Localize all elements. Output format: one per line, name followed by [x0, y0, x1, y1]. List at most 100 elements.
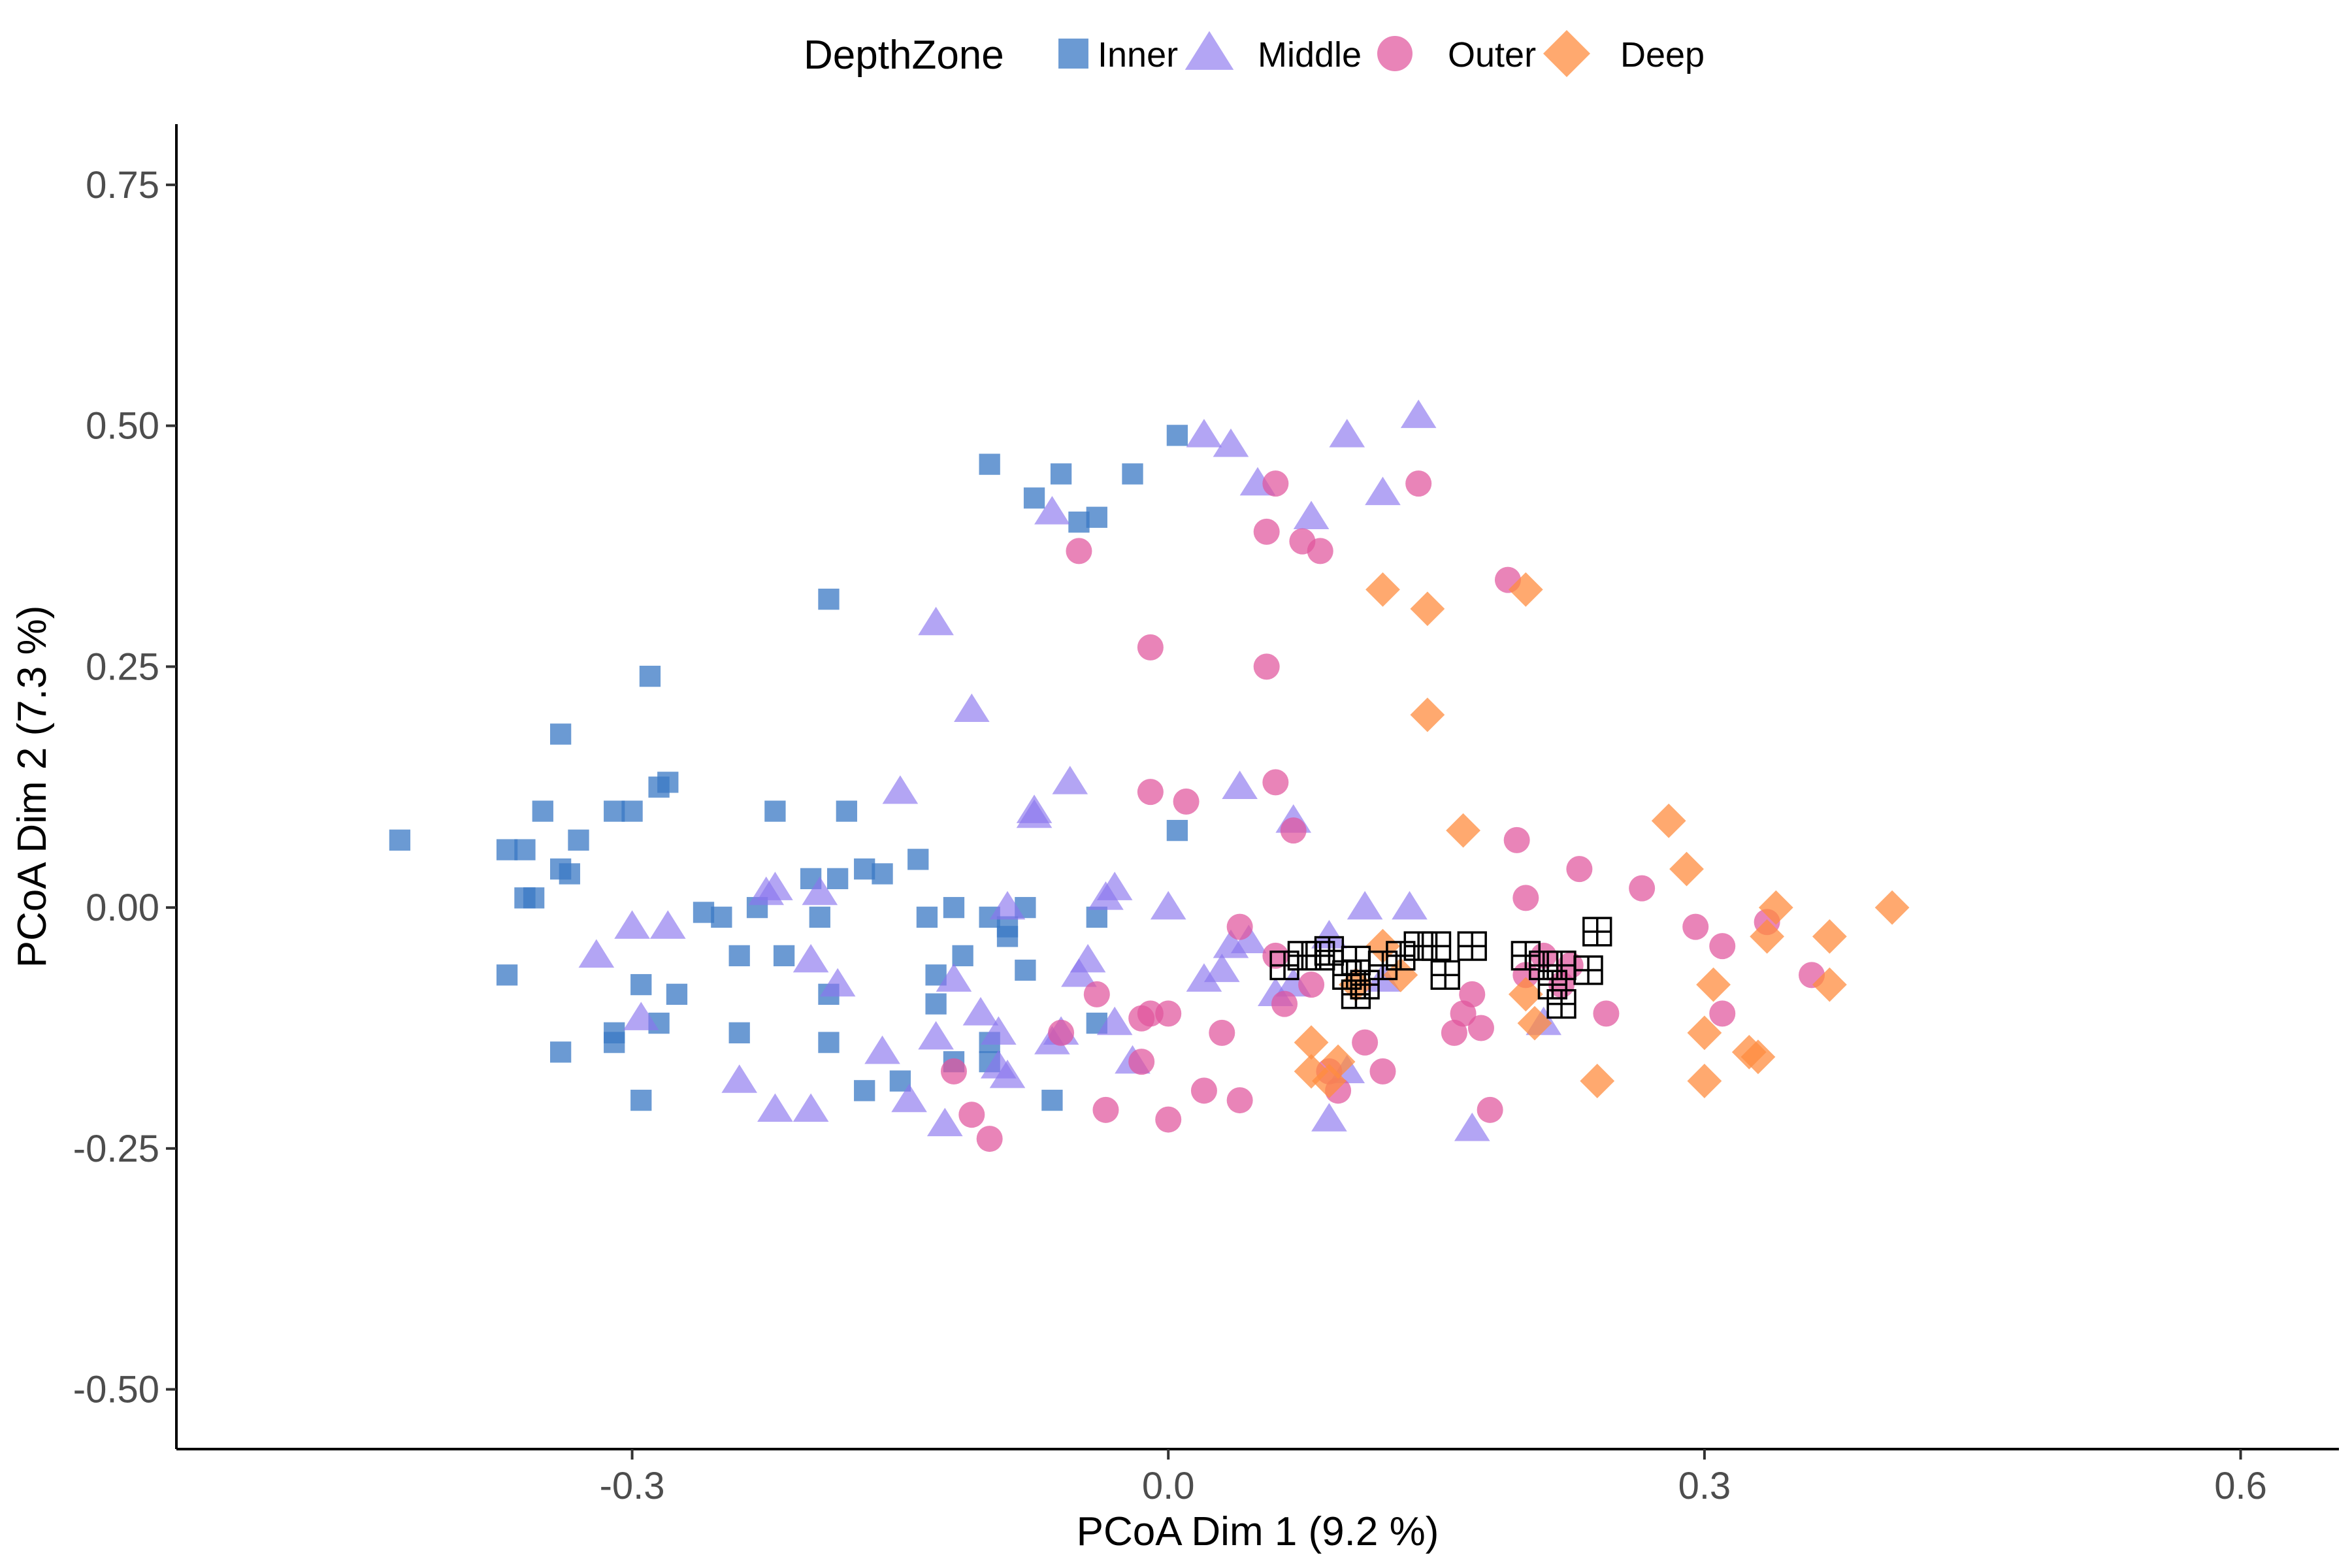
point-inner: [1166, 425, 1188, 446]
point-inner: [764, 800, 786, 822]
point-outer: [1262, 769, 1289, 796]
point-deep: [1294, 1025, 1329, 1060]
point-outer: [1173, 788, 1200, 815]
point-middle: [614, 910, 650, 939]
point-middle: [721, 1064, 758, 1093]
point-inner: [630, 973, 652, 996]
point-inner: [514, 839, 536, 860]
point-middle: [578, 939, 615, 968]
point-inner: [1050, 463, 1072, 485]
point-outer: [1271, 990, 1298, 1017]
point-deep: [1446, 813, 1480, 848]
point-middle: [918, 606, 954, 636]
point-outer: [1253, 518, 1280, 545]
point-middle: [1365, 476, 1401, 506]
point-middle: [819, 968, 856, 997]
point-outer: [1137, 634, 1164, 661]
point-inner: [604, 1032, 625, 1053]
point-outer: [1352, 1029, 1379, 1056]
point-outer: [1066, 538, 1092, 564]
point-outer: [1262, 470, 1289, 497]
ticks: -0.3 0.0 0.3 0.6 0.75 0.50 0.25 0.00 -0.25 -0.50: [73, 164, 2267, 1507]
point-outer: [1253, 653, 1280, 680]
point-deep: [1365, 928, 1400, 964]
point-middle: [792, 1093, 829, 1122]
point-inner: [773, 945, 795, 966]
point-middle: [1400, 399, 1437, 429]
boxed-cross-point: [1537, 970, 1568, 1000]
point-middle: [1329, 419, 1365, 448]
point-outer: [1137, 1000, 1164, 1027]
point-outer: [940, 1058, 967, 1085]
point-inner: [1068, 511, 1090, 533]
point-inner: [854, 858, 875, 880]
point-inner: [854, 1080, 875, 1102]
point-inner: [996, 926, 1019, 947]
point-inner: [916, 906, 938, 928]
point-middle: [891, 1083, 927, 1113]
point-deep: [1383, 957, 1418, 992]
data-points: [389, 399, 1910, 1152]
point-outer: [1307, 538, 1333, 564]
point-deep: [1508, 977, 1543, 1012]
point-deep: [1669, 851, 1704, 887]
point-middle: [1150, 890, 1186, 920]
point-outer: [1405, 470, 1432, 497]
point-inner: [389, 829, 411, 851]
point-deep: [1874, 890, 1910, 925]
boxed-cross-point: [1573, 955, 1603, 985]
point-middle: [1454, 1113, 1490, 1141]
point-inner: [818, 1032, 840, 1053]
point-inner: [568, 829, 589, 851]
boxed-cross-point: [1350, 970, 1380, 1000]
point-outer: [1477, 1096, 1503, 1123]
point-inner: [818, 588, 840, 610]
point-outer: [1629, 875, 1656, 902]
legend: DepthZone Inner Middle Outer Deep: [804, 30, 1705, 78]
legend-label-inner: Inner: [1098, 35, 1178, 74]
point-middle: [864, 1036, 900, 1064]
y-tick-label: 0.25: [86, 645, 159, 688]
boxed-cross-point: [1421, 931, 1452, 961]
point-outer: [1092, 1096, 1119, 1123]
point-outer: [976, 1126, 1003, 1152]
point-outer: [1280, 817, 1307, 844]
point-outer: [1155, 1000, 1182, 1027]
point-inner: [1023, 487, 1045, 509]
point-inner: [826, 868, 849, 890]
point-deep: [1508, 572, 1543, 607]
point-outer: [1512, 885, 1539, 911]
point-outer: [1709, 1000, 1736, 1027]
point-deep: [1410, 591, 1445, 627]
point-outer: [1226, 1087, 1253, 1114]
point-inner: [907, 849, 929, 870]
point-inner: [657, 772, 679, 793]
point-outer: [1048, 1019, 1075, 1046]
point-outer: [1369, 1058, 1396, 1085]
point-inner: [1122, 463, 1143, 485]
point-deep: [1517, 1005, 1552, 1041]
boxed-cross-point: [1386, 941, 1416, 971]
point-inner: [559, 863, 580, 885]
point-inner: [496, 839, 518, 860]
point-inner: [943, 896, 965, 919]
boxed-cross-point: [1546, 988, 1576, 1019]
point-middle: [1070, 943, 1106, 973]
point-inner: [549, 1041, 572, 1063]
point-deep: [1365, 572, 1400, 607]
point-inner: [496, 964, 518, 986]
legend-key-outer: [1377, 36, 1413, 71]
point-inner: [523, 887, 545, 909]
point-inner: [549, 723, 572, 745]
point-inner: [1166, 819, 1188, 841]
point-middle: [882, 775, 919, 804]
boxed-cross-point: [1457, 931, 1487, 961]
point-inner: [1086, 506, 1107, 528]
y-tick-label: 0.50: [86, 405, 159, 448]
point-deep: [1812, 967, 1847, 1002]
point-deep: [1580, 1064, 1615, 1098]
legend-label-outer: Outer: [1448, 35, 1536, 74]
point-inner: [1015, 959, 1036, 981]
point-inner: [621, 800, 643, 822]
point-deep: [1696, 967, 1731, 1002]
